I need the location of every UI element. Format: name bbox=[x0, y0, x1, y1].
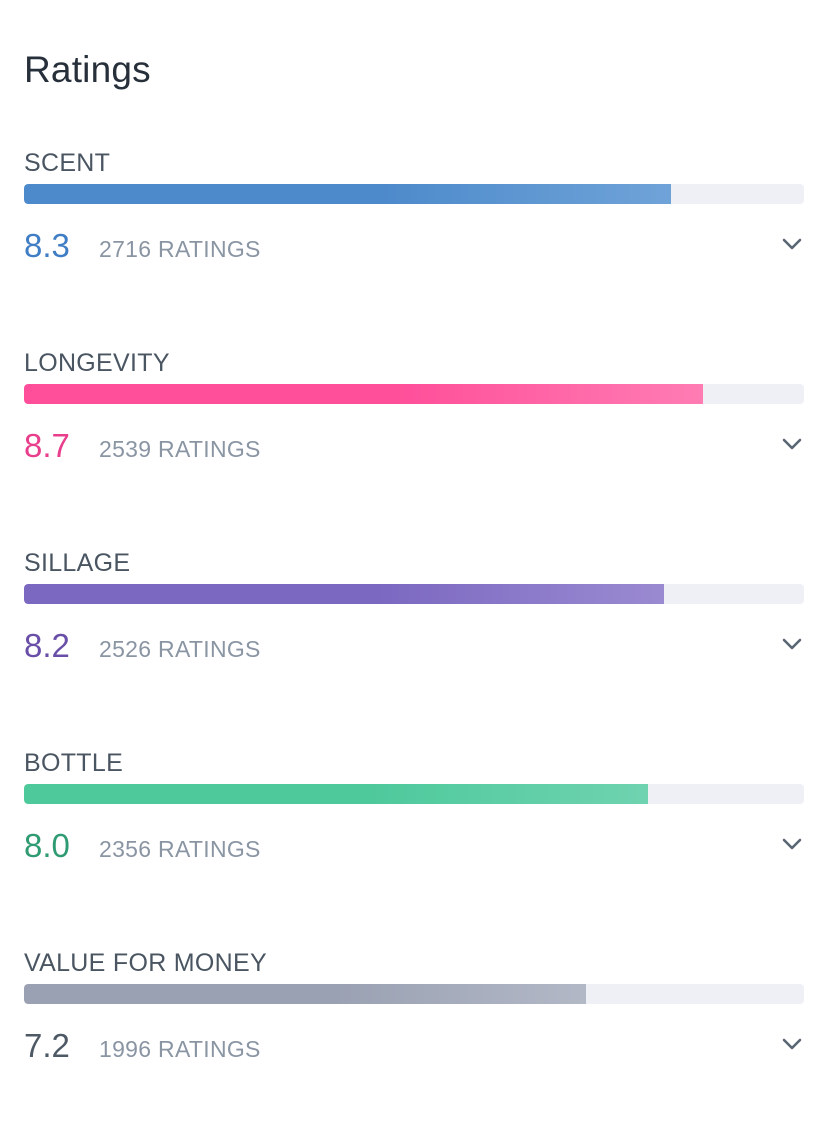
rating-count: 2356 RATINGS bbox=[99, 836, 261, 862]
chevron-down-icon bbox=[782, 838, 802, 850]
rating-value-for-money: VALUE FOR MONEY 7.2 1996 RATINGS bbox=[24, 948, 804, 1078]
rating-label: LONGEVITY bbox=[24, 349, 170, 377]
rating-count: 2526 RATINGS bbox=[99, 636, 261, 662]
rating-count: 2539 RATINGS bbox=[99, 436, 261, 462]
rating-score: 7.2 bbox=[24, 1027, 70, 1064]
expand-button[interactable] bbox=[780, 232, 804, 256]
rating-sillage: SILLAGE 8.2 2526 RATINGS bbox=[24, 548, 804, 678]
chevron-down-icon bbox=[782, 438, 802, 450]
chevron-down-icon bbox=[782, 238, 802, 250]
rating-score: 8.0 bbox=[24, 827, 70, 864]
chevron-down-icon bbox=[782, 1038, 802, 1050]
rating-bottle: BOTTLE 8.0 2356 RATINGS bbox=[24, 748, 804, 878]
expand-button[interactable] bbox=[780, 832, 804, 856]
rating-longevity: LONGEVITY 8.7 2539 RATINGS bbox=[24, 348, 804, 478]
ratings-title: Ratings bbox=[24, 49, 151, 90]
rating-bar-track bbox=[24, 584, 804, 604]
rating-bar-track bbox=[24, 384, 804, 404]
rating-score: 8.2 bbox=[24, 627, 70, 664]
rating-bar-fill bbox=[24, 984, 586, 1004]
rating-bar-track bbox=[24, 784, 804, 804]
rating-bar-fill bbox=[24, 784, 648, 804]
rating-bar-fill bbox=[24, 184, 671, 204]
expand-button[interactable] bbox=[780, 632, 804, 656]
rating-label: SCENT bbox=[24, 149, 111, 177]
rating-count: 2716 RATINGS bbox=[99, 236, 261, 262]
rating-label: VALUE FOR MONEY bbox=[24, 949, 267, 977]
rating-bar-fill bbox=[24, 584, 664, 604]
rating-bar-track bbox=[24, 184, 804, 204]
expand-button[interactable] bbox=[780, 432, 804, 456]
expand-button[interactable] bbox=[780, 1032, 804, 1056]
rating-label: BOTTLE bbox=[24, 749, 124, 777]
rating-bar-track bbox=[24, 984, 804, 1004]
rating-count: 1996 RATINGS bbox=[99, 1036, 261, 1062]
rating-bar-fill bbox=[24, 384, 703, 404]
rating-label: SILLAGE bbox=[24, 549, 131, 577]
rating-scent: SCENT 8.3 2716 RATINGS bbox=[24, 148, 804, 278]
rating-score: 8.7 bbox=[24, 427, 70, 464]
rating-score: 8.3 bbox=[24, 227, 70, 264]
chevron-down-icon bbox=[782, 638, 802, 650]
